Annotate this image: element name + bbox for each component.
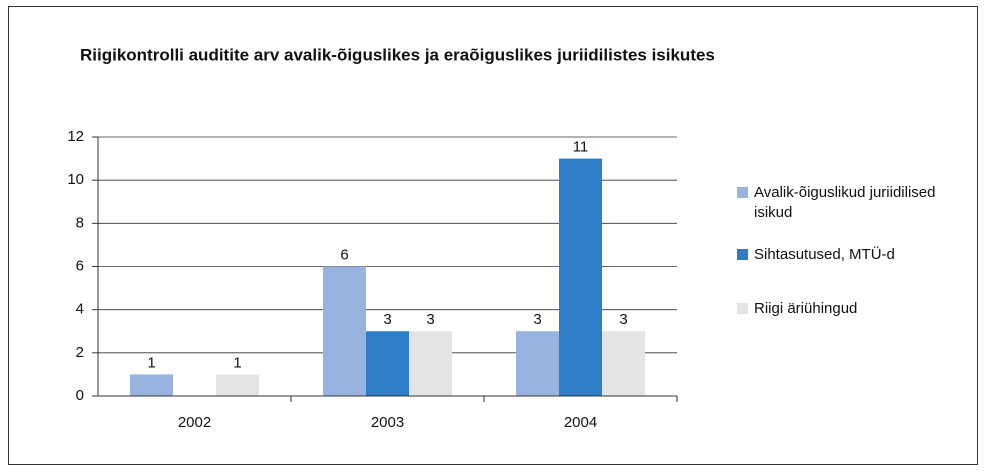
legend-label: Riigi äriühingud bbox=[754, 300, 858, 317]
data-label: 6 bbox=[340, 246, 348, 263]
x-tick-label: 2004 bbox=[564, 414, 597, 431]
x-tick-label: 2003 bbox=[371, 414, 404, 431]
legend-item: Avalik-õiguslikud juriidilised isikud bbox=[737, 183, 957, 223]
bar bbox=[516, 331, 559, 396]
data-label: 1 bbox=[233, 354, 241, 371]
x-tick-label: 2002 bbox=[178, 414, 211, 431]
legend-item: Riigi äriühingud bbox=[737, 299, 957, 319]
data-label: 3 bbox=[619, 311, 627, 328]
data-label: 1 bbox=[147, 354, 155, 371]
data-label: 11 bbox=[573, 139, 589, 156]
bar bbox=[409, 331, 452, 396]
legend-swatch bbox=[737, 187, 748, 198]
legend-swatch bbox=[737, 303, 748, 314]
y-tick-label: 10 bbox=[67, 171, 84, 188]
y-tick-label: 0 bbox=[76, 387, 84, 404]
bar bbox=[366, 331, 409, 396]
legend-label: Sihtasutused, MTÜ-d bbox=[754, 246, 895, 263]
data-label: 3 bbox=[383, 311, 391, 328]
legend: Avalik-õiguslikud juriidilised isikud Sih… bbox=[737, 183, 957, 341]
y-tick-label: 4 bbox=[76, 301, 84, 318]
y-tick-label: 6 bbox=[76, 257, 84, 274]
y-tick-label: 2 bbox=[76, 344, 84, 361]
chart-title: Riigikontrolli auditite arv avalik-õigus… bbox=[80, 45, 715, 64]
bar bbox=[602, 331, 645, 396]
data-label: 3 bbox=[426, 311, 434, 328]
legend-swatch bbox=[737, 249, 748, 260]
y-tick-label: 12 bbox=[67, 128, 84, 145]
bar bbox=[559, 158, 602, 396]
bar bbox=[323, 266, 366, 396]
data-label: 3 bbox=[533, 311, 541, 328]
bar bbox=[130, 374, 173, 396]
legend-item: Sihtasutused, MTÜ-d bbox=[737, 245, 957, 265]
y-tick-label: 8 bbox=[76, 214, 84, 231]
legend-label: Avalik-õiguslikud juriidilised isikud bbox=[754, 184, 936, 221]
bar bbox=[216, 374, 259, 396]
